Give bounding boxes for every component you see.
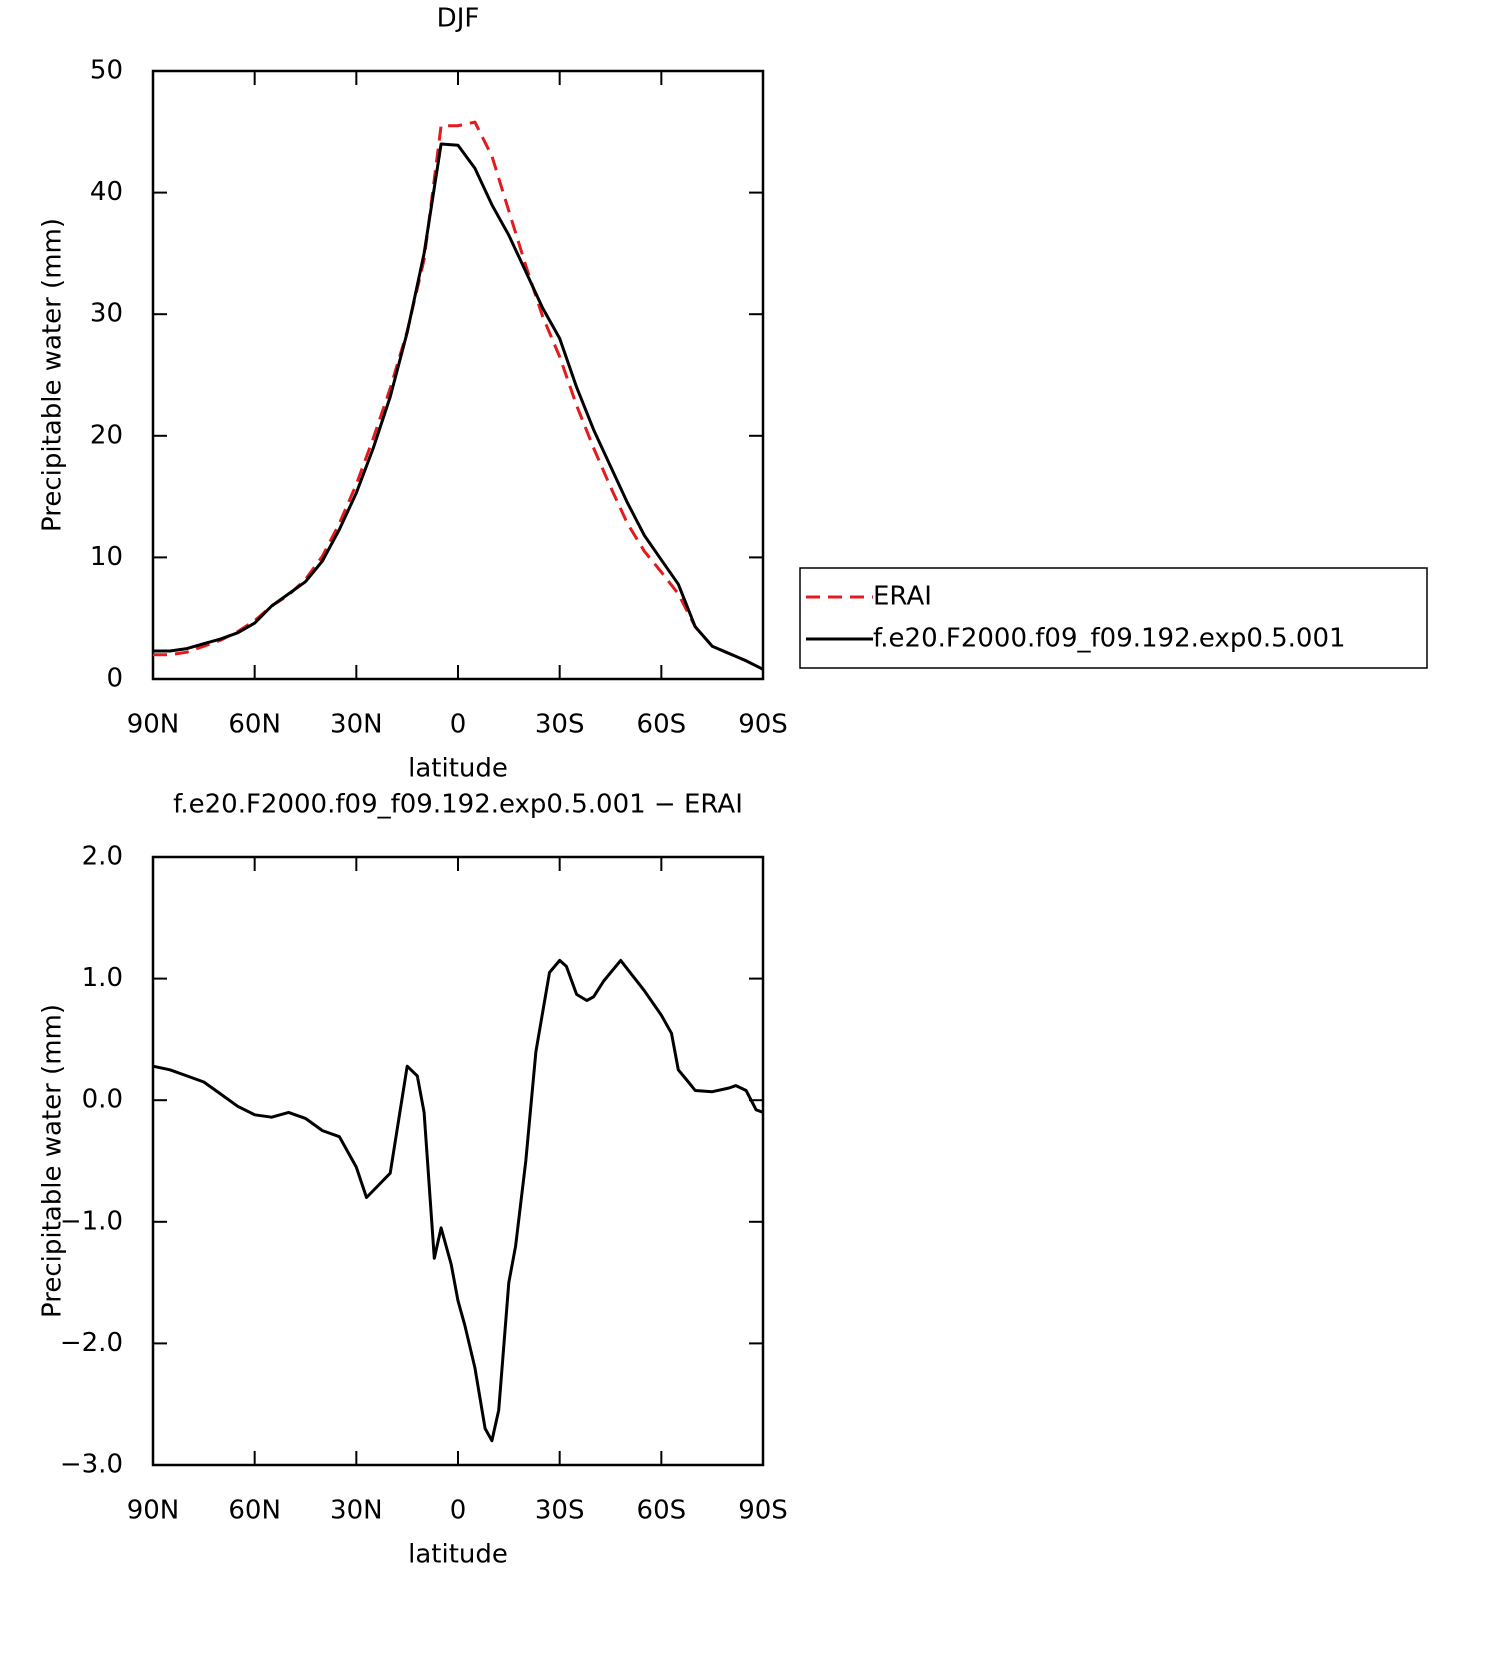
y-tick-label: 0.0 [82, 1085, 123, 1115]
x-tick-label: 60N [228, 1496, 281, 1526]
y-tick-label: 10 [90, 542, 123, 572]
plot-frame [151, 855, 765, 1467]
legend-box [799, 567, 1428, 669]
x-tick-label: 30N [330, 710, 383, 740]
x-tick-label: 60S [637, 1496, 687, 1526]
x-axis-label: latitude [408, 1540, 508, 1570]
y-tick-label: 0 [106, 664, 123, 694]
y-tick-label: 20 [90, 420, 123, 450]
y-tick-label: −2.0 [60, 1328, 123, 1358]
plot-frame [151, 69, 765, 681]
legend-label: f.e20.F2000.f09_f09.192.exp0.5.001 [873, 624, 1346, 654]
y-tick-label: 50 [90, 56, 123, 86]
y-tick-label: 2.0 [82, 842, 123, 872]
data-line [152, 958, 764, 1443]
legend-label: ERAI [873, 582, 932, 612]
y-tick-label: −1.0 [60, 1206, 123, 1236]
x-axis-label: latitude [408, 754, 508, 784]
x-tick-label: 0 [450, 1496, 467, 1526]
x-tick-label: 0 [450, 710, 467, 740]
x-tick-label: 60S [637, 710, 687, 740]
y-tick-label: 40 [90, 177, 123, 207]
chart-title: DJF [437, 4, 480, 34]
y-tick-label: −3.0 [60, 1450, 123, 1480]
x-tick-label: 30S [535, 1496, 585, 1526]
x-tick-label: 90S [738, 1496, 788, 1526]
y-axis-label: Precipitable water (mm) [38, 218, 68, 532]
x-tick-label: 90N [127, 1496, 180, 1526]
y-axis-label: Precipitable water (mm) [38, 1004, 68, 1318]
x-tick-label: 30S [535, 710, 585, 740]
y-tick-label: 30 [90, 299, 123, 329]
y-tick-label: 1.0 [82, 963, 123, 993]
x-tick-label: 30N [330, 1496, 383, 1526]
x-tick-label: 60N [228, 710, 281, 740]
x-tick-label: 90N [127, 710, 180, 740]
chart-title: f.e20.F2000.f09_f09.192.exp0.5.001 − ERA… [173, 790, 743, 820]
data-line [153, 120, 764, 671]
x-tick-label: 90S [738, 710, 788, 740]
data-line [153, 142, 764, 671]
